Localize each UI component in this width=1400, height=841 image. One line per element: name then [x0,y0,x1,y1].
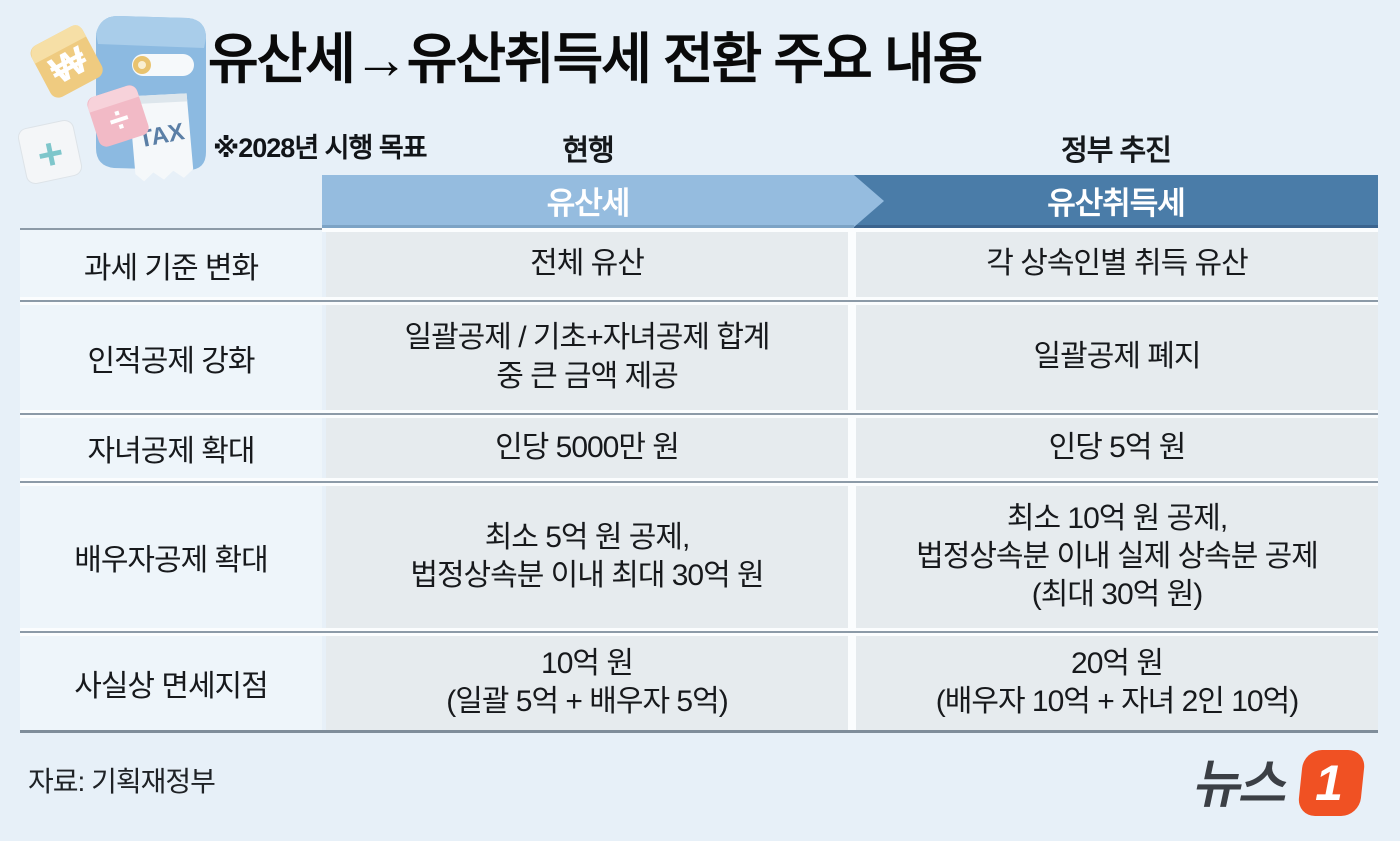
proposed-value: 인당 5억 원 [856,418,1378,478]
table-rule [20,478,1378,486]
tax-calculator-illustration: TAX ₩ ÷ + [17,16,206,185]
table-row: 자녀공제 확대 인당 5000만 원 인당 5억 원 [20,418,1378,478]
page-title: 유산세→유산취득세 전환 주요 내용 [208,28,983,90]
proposed-value: 20억 원 (배우자 10억 + 자녀 2인 10억) [856,636,1378,730]
news1-logo-korean: 뉴스 [1190,756,1295,814]
table-row: 과세 기준 변화 전체 유산 각 상속인별 취득 유산 [20,232,1378,297]
current-tax-bar: 유산세 [322,175,854,228]
row-label: 과세 기준 변화 [20,232,322,297]
current-tax-bar-label: 유산세 [546,185,631,221]
divide-cube-icon: ÷ [87,85,149,147]
proposed-value: 일괄공제 폐지 [856,305,1378,410]
row-label: 사실상 면세지점 [20,636,322,730]
row-label: 자녀공제 확대 [20,418,322,478]
proposed-value: 각 상속인별 취득 유산 [856,232,1378,297]
table-rule [20,228,1378,232]
current-value: 인당 5000만 원 [326,418,848,478]
proposed-tax-bar-label: 유산취득세 [1047,185,1186,221]
current-value: 최소 5억 원 공제, 법정상속분 이내 최대 30억 원 [326,486,848,628]
table-row: 사실상 면세지점 10억 원 (일괄 5억 + 배우자 5억) 20억 원 (배… [20,636,1378,730]
table-rule [20,410,1378,418]
data-source: 자료: 기획재정부 [28,766,216,797]
transition-arrow-icon [854,175,884,227]
table-rule [20,297,1378,305]
table-rule [20,730,1378,733]
won-cube-icon: ₩ [30,25,103,98]
tax-transition-banner: 유산취득세 유산세 [322,175,1378,228]
row-label: 배우자공제 확대 [20,486,322,628]
table-row: 인적공제 강화 일괄공제 / 기초+자녀공제 합계 중 큰 금액 제공 일괄공제… [20,305,1378,410]
current-value: 10억 원 (일괄 5억 + 배우자 5억) [326,636,848,730]
proposed-value: 최소 10억 원 공제, 법정상속분 이내 실제 상속분 공제 (최대 30억 … [856,486,1378,628]
current-value: 일괄공제 / 기초+자녀공제 합계 중 큰 금액 제공 [326,305,848,410]
row-label: 인적공제 강화 [20,305,322,410]
column-group-proposed: 정부 추진 [1061,135,1172,167]
current-value: 전체 유산 [326,232,848,297]
table-rule [20,628,1378,636]
effective-date-note: ※2028년 시행 목표 [213,133,428,163]
news1-logo-digit: 1 [1315,755,1343,811]
plus-cube-icon: + [17,119,83,185]
comparison-table: 과세 기준 변화 전체 유산 각 상속인별 취득 유산 인적공제 강화 일괄공제… [20,228,1378,733]
column-group-current: 현행 [562,135,614,167]
table-row: 배우자공제 확대 최소 5억 원 공제, 법정상속분 이내 최대 30억 원 최… [20,486,1378,628]
news1-logo: 뉴스 1 [1190,750,1365,816]
proposed-tax-bar: 유산취득세 [854,175,1378,228]
